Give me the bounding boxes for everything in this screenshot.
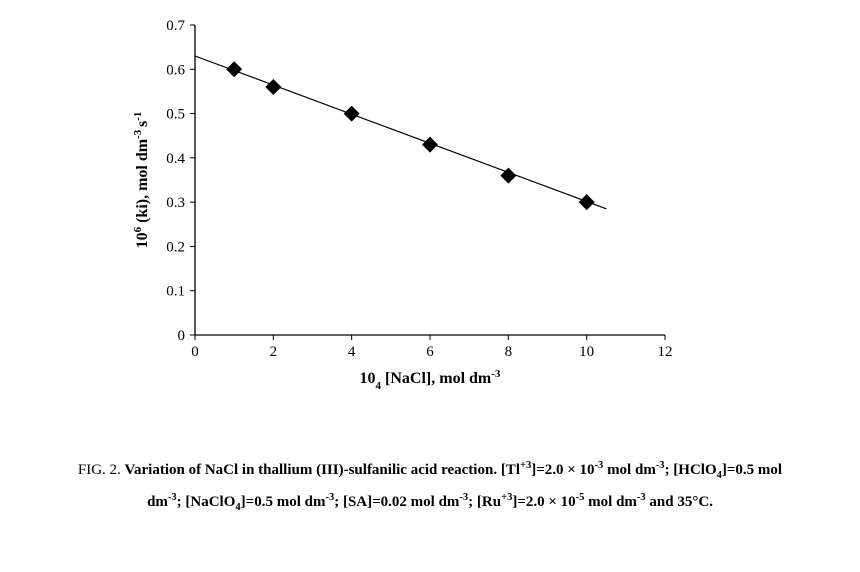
x-tick-label: 6 [426, 344, 434, 360]
data-marker [265, 79, 281, 95]
data-marker [579, 194, 595, 210]
y-tick-label: 0 [178, 328, 186, 344]
y-tick-label: 0.4 [166, 151, 185, 167]
data-marker [344, 106, 360, 122]
caption-fig-label: FIG. 2. [78, 462, 125, 478]
x-tick-label: 10 [579, 344, 594, 360]
x-tick-label: 4 [348, 344, 356, 360]
x-tick-label: 12 [658, 344, 673, 360]
y-tick-label: 0.7 [166, 18, 185, 34]
data-marker [226, 61, 242, 77]
x-tick-label: 2 [270, 344, 278, 360]
data-marker [422, 137, 438, 153]
x-axis-title: 104 [NaCl], mol dm-3 [360, 368, 501, 392]
y-tick-label: 0.6 [166, 62, 185, 78]
x-tick-label: 0 [191, 344, 199, 360]
y-tick-label: 0.1 [166, 284, 185, 300]
y-tick-label: 0.3 [166, 195, 185, 211]
chart-svg: 0 2 4 6 8 10 12 0 0.1 0.2 0.3 0.4 0.5 0.6 0.7 104 [NaCl… [130, 15, 690, 395]
x-tick-label: 8 [505, 344, 513, 360]
y-axis-title: 106 (ki), mol dm-3 s-1 [132, 112, 151, 249]
y-tick-label: 0.5 [166, 107, 185, 123]
chart-container: 0 2 4 6 8 10 12 0 0.1 0.2 0.3 0.4 0.5 0.6 0.7 104 [NaCl… [130, 15, 690, 395]
figure-caption: FIG. 2. Variation of NaCl in thallium (I… [70, 455, 790, 518]
y-tick-label: 0.2 [166, 239, 185, 255]
